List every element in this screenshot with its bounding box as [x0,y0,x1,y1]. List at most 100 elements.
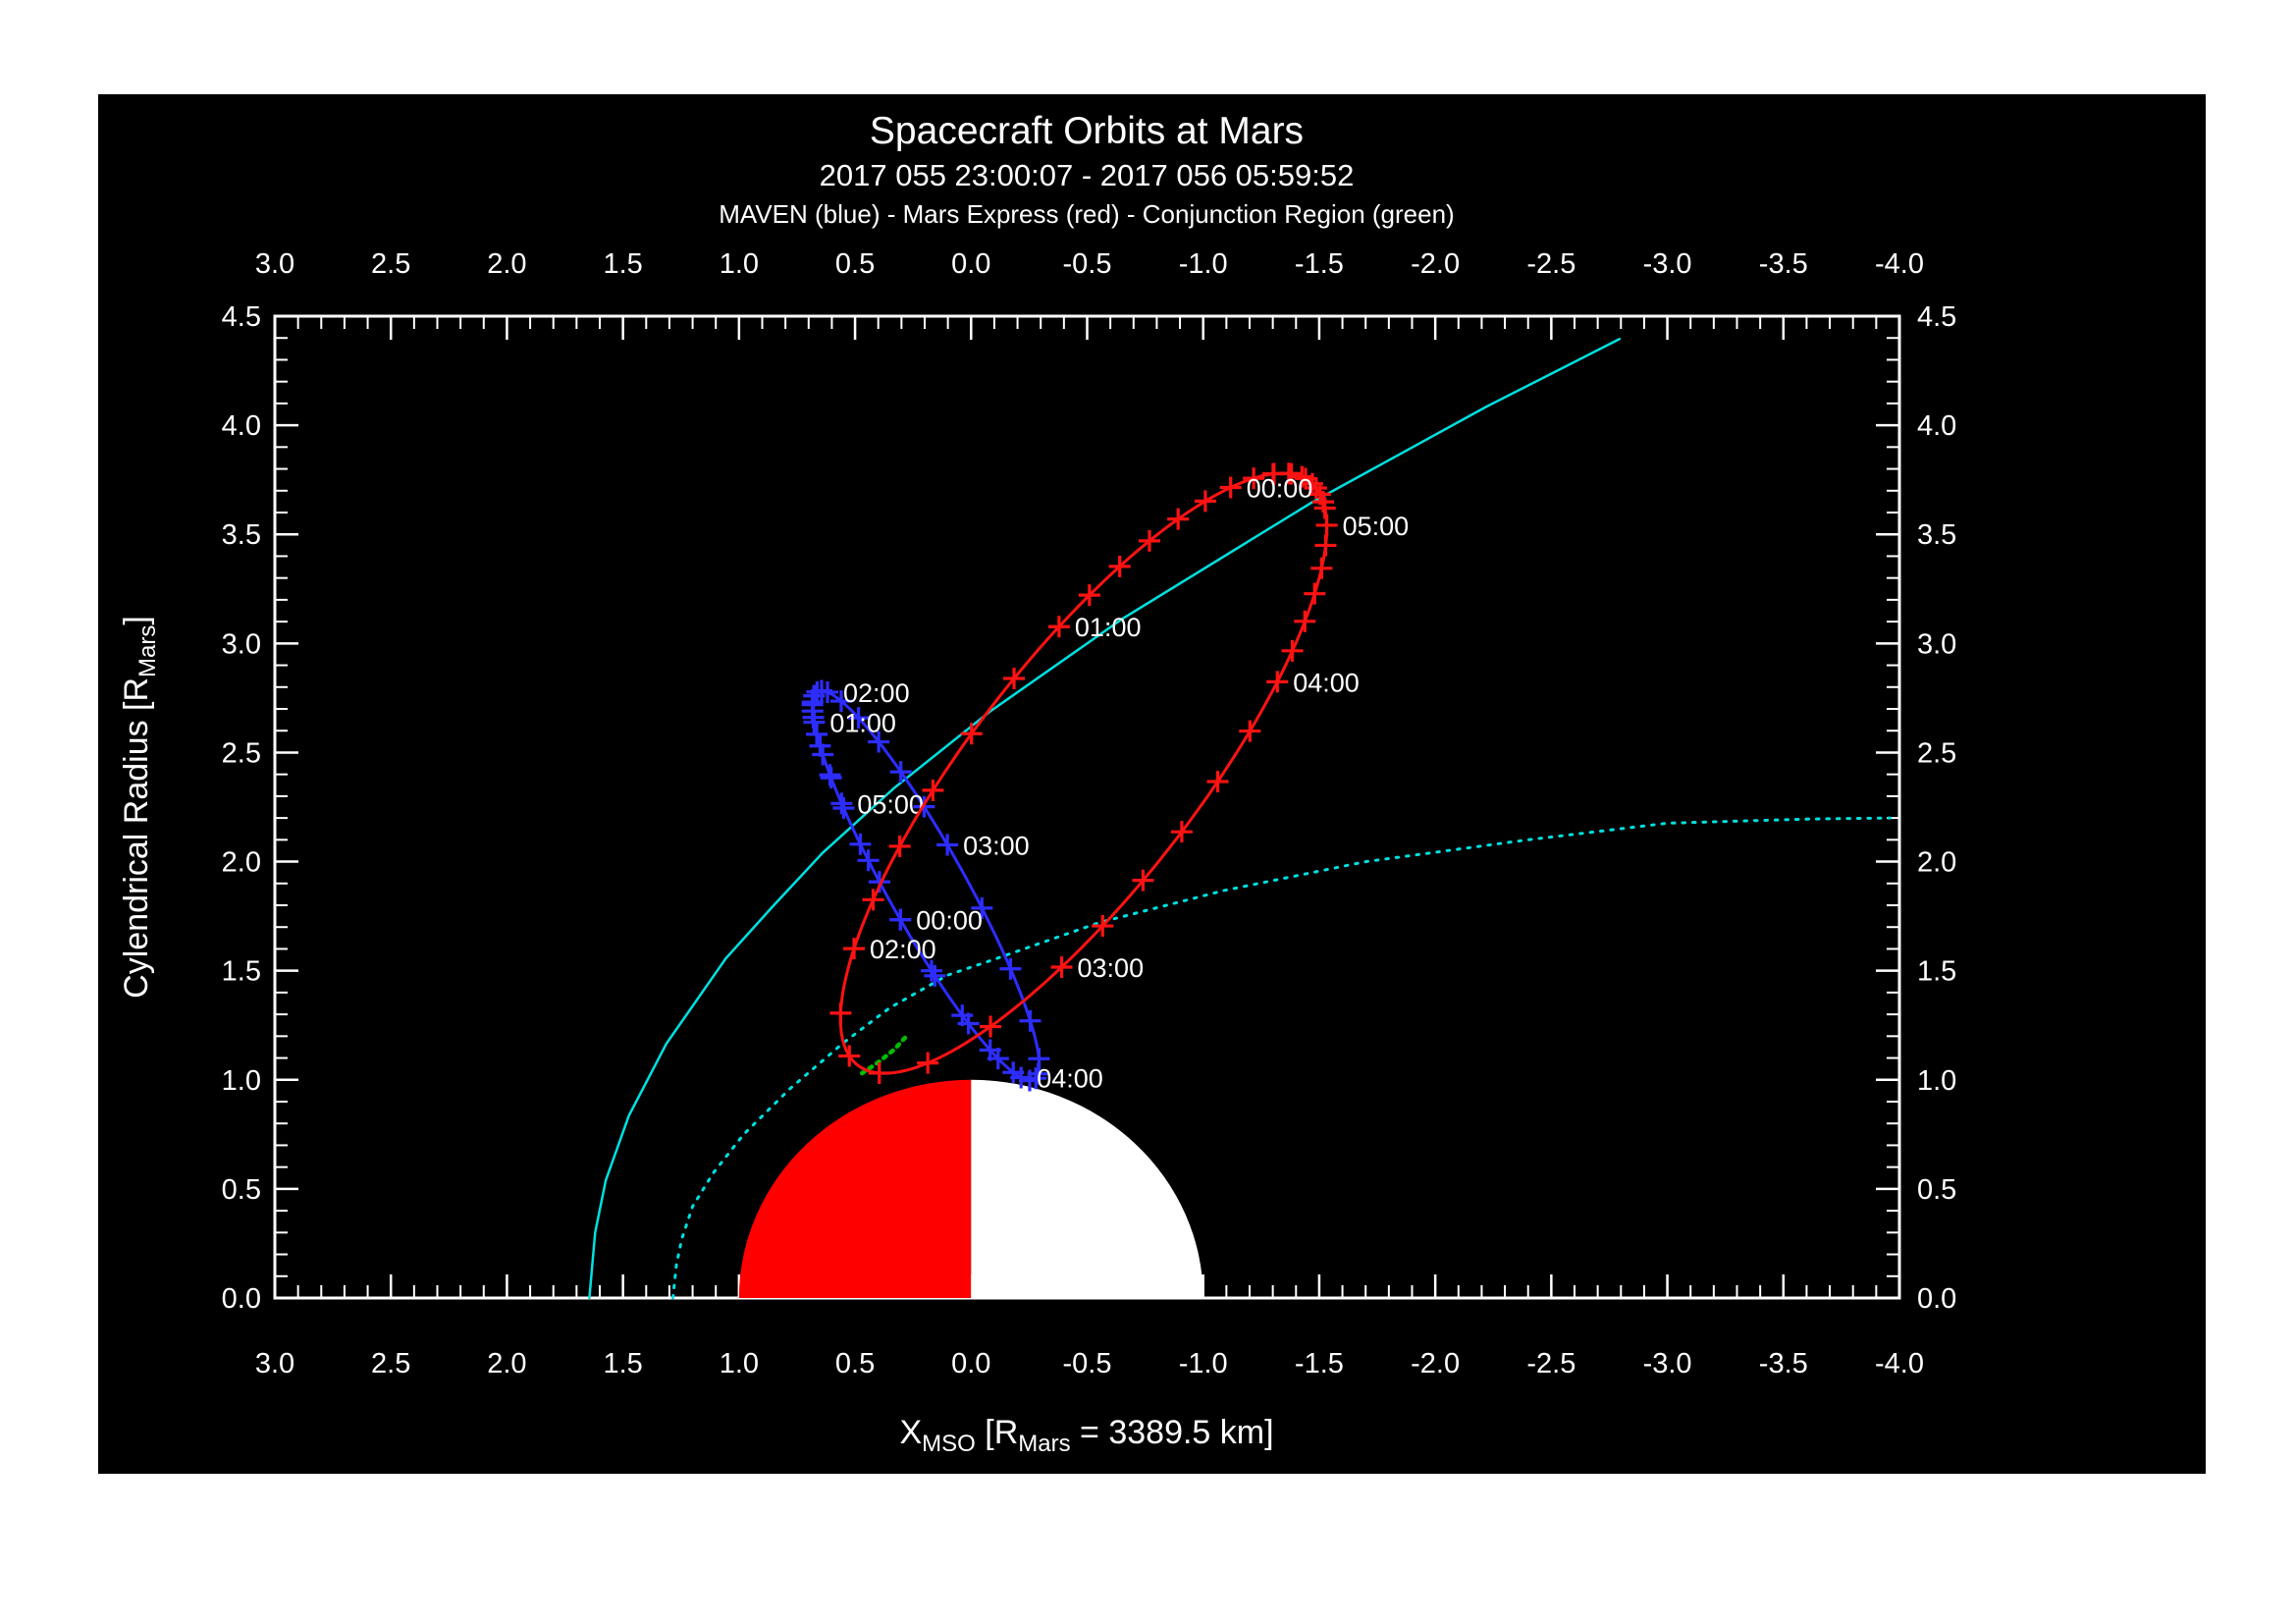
orbit-time-marker-mars-express [1313,497,1336,519]
bow-shock-curve [588,338,1622,1300]
orbit-time-marker-maven [857,849,880,872]
x-tick-label-bottom: -1.5 [1295,1348,1344,1380]
orbit-time-label-mars-express: 03:00 [1078,953,1145,983]
x-tick-label-top: -3.5 [1759,248,1808,280]
spacecraft-orbits: 00:0001:0002:0003:0004:0005:0000:0001:00… [801,462,1410,1094]
orbit-time-marker-maven [806,723,828,745]
orbit-time-marker-maven [817,680,839,703]
x-tick-label-bottom: 1.5 [603,1348,642,1380]
boundary-curves [588,338,1892,1300]
y-tick-label-right: 4.0 [1917,410,1956,442]
orbit-time-marker-mars-express [843,938,866,960]
x-tick-label-bottom: -4.0 [1875,1348,1924,1380]
orbit-time-marker-maven [889,908,912,931]
x-tick-label-top: -2.0 [1411,248,1460,280]
x-tick-label-bottom: -1.0 [1179,1348,1228,1380]
orbit-time-marker-mars-express [1167,508,1190,530]
x-tick-label-top: 2.5 [371,248,410,280]
x-tick-label-bottom: -0.5 [1063,1348,1112,1380]
orbit-time-marker-mars-express [1281,639,1304,662]
orbit-time-label-maven: 00:00 [916,906,983,936]
orbit-time-marker-mars-express [922,779,944,801]
y-tick-label-right: 0.5 [1917,1174,1956,1206]
orbit-time-marker-mars-express [1314,534,1337,557]
orbit-time-marker-maven [801,693,824,716]
x-tick-label-bottom: 3.0 [255,1348,294,1380]
orbit-time-marker-maven [936,834,959,856]
orbit-time-marker-mars-express [1291,465,1313,488]
x-tick-label-top: -0.5 [1063,248,1112,280]
x-tick-label-bottom: 2.5 [371,1348,410,1380]
orbit-time-marker-mars-express [888,835,911,857]
orbit-time-marker-maven [812,743,834,766]
orbit-time-marker-mars-express [1310,557,1333,579]
y-tick-label-left: 2.0 [222,847,261,879]
x-tick-label-bottom: -3.5 [1759,1348,1808,1380]
orbit-time-label-mars-express: 04:00 [1293,668,1360,697]
chart-subtitle: 2017 055 23:00:07 - 2017 056 05:59:52 [820,158,1355,192]
orbit-time-marker-mars-express [1132,869,1154,892]
orbit-time-marker-maven [829,690,852,713]
y-tick-label-right: 0.0 [1917,1283,1956,1315]
x-tick-label-top: 1.0 [720,248,759,280]
x-tick-label-top: -1.0 [1179,248,1228,280]
y-tick-label-left: 1.5 [222,956,261,988]
orbit-time-marker-mars-express [1239,720,1261,742]
orbit-time-marker-maven [957,1012,980,1035]
conjunction-segment [859,1031,911,1076]
orbit-time-marker-maven [830,792,853,815]
x-tick-label-top: -4.0 [1875,248,1924,280]
induced-magnetosphere-boundary-curve [671,816,1892,1300]
orbit-time-marker-mars-express [829,1001,852,1024]
orbit-time-marker-mars-express [1266,671,1289,693]
orbit-time-marker-mars-express [1047,616,1070,638]
orbit-time-marker-maven [921,959,943,982]
x-tick-label-top: -1.5 [1295,248,1344,280]
x-tick-label-top: -2.5 [1526,248,1575,280]
orbit-time-marker-mars-express [1078,584,1100,607]
x-tick-label-top: 3.0 [255,248,294,280]
mars-nightside [971,1079,1203,1298]
orbit-time-marker-mars-express [1304,582,1326,605]
y-axis-label: Cylendrical Radius [RMars] [118,616,161,999]
y-tick-label-left: 0.5 [222,1174,261,1206]
x-tick-label-top: 1.5 [603,248,642,280]
mars-dayside [738,1079,972,1298]
orbit-time-marker-maven [889,761,912,784]
chart-legend: MAVEN (blue) - Mars Express (red) - Conj… [719,199,1454,229]
orbit-time-marker-maven [924,964,946,987]
orbit-time-label-maven: 03:00 [963,832,1030,861]
orbit-time-marker-mars-express [1206,770,1229,792]
mars-disk [738,1079,1203,1298]
y-tick-label-left: 3.0 [222,628,261,660]
x-tick-label-bottom: 2.0 [487,1348,526,1380]
orbit-time-marker-mars-express [980,1015,1002,1038]
orbit-time-label-maven: 02:00 [843,678,910,708]
orbit-time-marker-maven [868,730,890,753]
orbit-time-marker-maven [999,957,1022,980]
x-tick-label-bottom: -3.0 [1643,1348,1692,1380]
orbit-time-marker-mars-express [1219,476,1242,499]
y-tick-label-right: 1.0 [1917,1065,1956,1097]
orbit-time-marker-mars-express [1050,956,1073,979]
orbit-time-marker-mars-express [1138,529,1160,552]
orbit-time-marker-mars-express [868,1061,890,1084]
x-tick-label-bottom: -2.0 [1411,1348,1460,1380]
orbit-time-label-maven: 01:00 [829,709,896,738]
orbit-time-label-mars-express: 05:00 [1343,512,1410,541]
orbit-time-marker-mars-express [1003,668,1026,690]
x-tick-label-top: 0.0 [951,248,990,280]
orbit-time-marker-maven [820,767,842,789]
orbit-time-marker-mars-express [1092,915,1114,938]
y-tick-label-right: 4.5 [1917,301,1956,333]
orbit-time-label-mars-express: 02:00 [870,935,936,964]
axes: 3.0 3.0 2.5 2.5 2.0 2.0 1.5 1.5 1.0 1.0 0.5 0.5 0.0 0… [118,248,1956,1457]
orbit-time-marker-maven [847,707,870,730]
orbit-time-label-maven: 04:00 [1037,1064,1103,1094]
orbit-time-marker-mars-express [862,889,884,911]
x-tick-label-top: 0.5 [835,248,875,280]
orbit-time-marker-maven [849,833,872,855]
orbit-time-marker-maven [987,1048,1009,1070]
y-tick-label-left: 1.0 [222,1065,261,1097]
